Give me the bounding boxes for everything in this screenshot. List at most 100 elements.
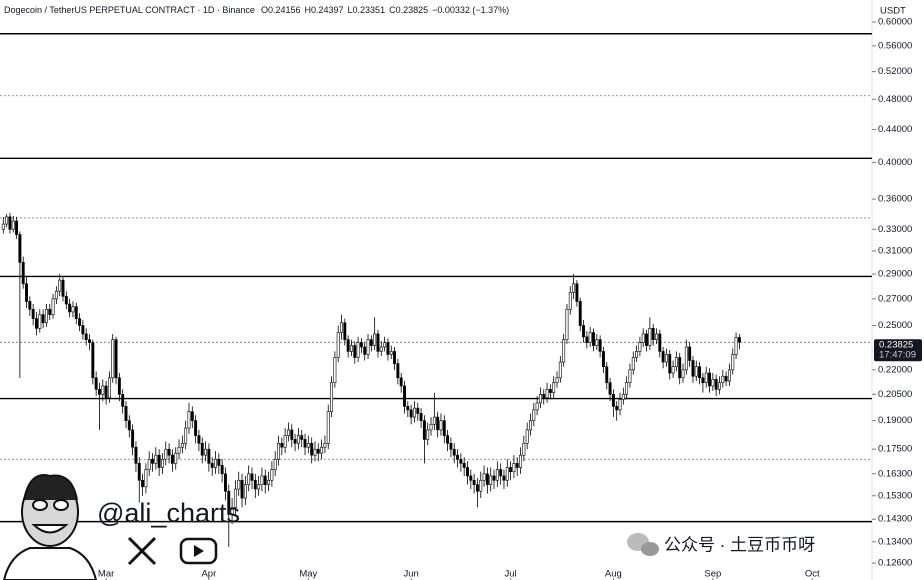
candle-body [323,442,327,448]
candle-body [432,416,436,425]
candle-body [555,377,559,383]
candle-body [170,454,174,464]
candle-body [8,216,12,230]
candle-body [283,435,287,448]
candle-body [422,420,426,440]
candle-body [694,366,698,377]
watermark: @ali_charts [97,498,240,528]
candle-body [416,407,420,414]
candle-body [286,429,290,436]
candle-body [306,442,310,448]
y-tick-label: 0.12600 [878,558,912,569]
candle-body [403,385,406,407]
candle-body [661,351,665,363]
candle-body [737,337,741,343]
candle-body [585,336,589,343]
candle-body [15,220,19,235]
candle-body [346,339,350,352]
candle-body [263,475,267,485]
candle-body [187,411,191,429]
candle-body [303,439,307,448]
x-tick-label: Jul [505,569,517,580]
candle-body [253,479,257,490]
candle-body [157,454,161,468]
candle-body [701,377,705,383]
candle-body [230,506,234,515]
candle-body [74,306,78,319]
candle-body [439,420,443,431]
candle-body [462,463,466,468]
candle-body [220,465,224,475]
candle-body [127,420,131,431]
candle-body [711,379,715,387]
candle-body [386,342,390,355]
candle-body [366,339,370,355]
currency: USDT [880,6,906,17]
footer-text: 公众号 · 土豆币币呀 [664,535,815,554]
candle-body [485,473,489,485]
candle-body [625,382,629,395]
candle-body [174,452,178,464]
candle-body [459,458,463,464]
candle-body [190,411,194,421]
candle-body [21,262,25,285]
x-tick-label: May [299,569,317,580]
candle-body [578,301,582,326]
candle-body [184,427,188,444]
candle-body [714,379,718,390]
candle-body [406,406,410,411]
last-price-label: 0.23825 [879,340,913,351]
candle-body [475,484,479,492]
candle-body [436,416,440,431]
candle-body [131,429,135,448]
candle-body [164,448,168,460]
candle-body [1,223,5,230]
candle-body [598,339,602,352]
candle-body [495,469,499,481]
candle-body [214,458,217,468]
candle-body [558,361,562,379]
y-tick-label: 0.48000 [878,94,912,105]
candle-body [565,308,569,340]
candle-body [548,388,552,393]
candle-body [104,385,108,399]
candle-body [542,394,546,399]
candle-body [373,333,377,346]
candle-body [658,333,662,352]
candle-body [280,442,284,448]
candle-body [641,333,645,343]
candle-body [167,448,171,456]
header-value: H0.24397 [304,5,343,15]
candles [1,212,741,547]
candle-body [532,409,536,421]
candle-body [568,292,572,310]
header-value: L0.23351 [348,5,386,15]
candle-body [668,354,672,374]
candle-body [522,442,526,456]
candle-body [58,279,62,292]
candle-body [41,314,45,324]
candle-body [595,339,599,346]
candle-body [678,357,682,379]
candle-body [538,394,542,404]
candle-body [466,467,469,477]
candle-body [326,411,330,444]
candle-body [615,406,619,411]
candle-body [519,454,523,468]
candle-body [582,325,586,338]
candle-body [363,346,367,355]
levels [0,33,872,523]
y-tick-label: 0.15300 [878,490,912,501]
candle-body [419,413,423,421]
candle-body [499,469,503,477]
candle-body [217,458,221,466]
candle-body [84,333,88,340]
candle-body [267,479,271,485]
candle-body [664,354,668,363]
candle-body [300,435,304,440]
y-tick-label: 0.60000 [878,17,912,28]
candle-body [313,448,317,456]
candle-body [333,357,337,383]
candle-body [535,402,539,411]
y-tick-label: 0.20500 [878,389,912,400]
